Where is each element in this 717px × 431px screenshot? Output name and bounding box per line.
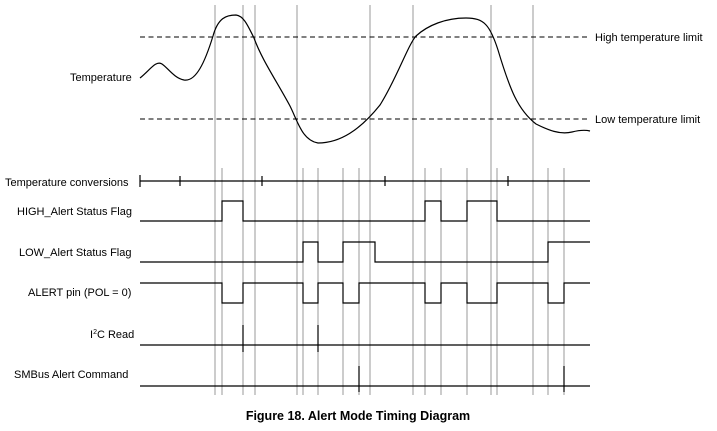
- temperature-curve: [139, 14, 591, 144]
- i2c-read-suffix: C Read: [97, 329, 134, 341]
- i2c-read-superscript: 2: [93, 329, 97, 336]
- low-flag-waveform: [140, 241, 590, 263]
- smbus-cmd-waveform: [140, 366, 590, 392]
- vertical-guide-lines: [214, 5, 565, 395]
- high-limit-label: High temperature limit: [595, 32, 703, 44]
- high-flag-label: HIGH_Alert Status Flag: [17, 206, 132, 218]
- i2c-read-waveform: [140, 325, 590, 352]
- figure-caption: Figure 18. Alert Mode Timing Diagram: [246, 409, 470, 423]
- i2c-read-label: I2C Read: [90, 329, 134, 341]
- conversions-timeline: [139, 175, 590, 187]
- smbus-cmd-label: SMBus Alert Command: [14, 369, 128, 381]
- temperature-label: Temperature: [70, 72, 132, 84]
- alert-pin-label: ALERT pin (POL = 0): [28, 287, 131, 299]
- conversions-label: Temperature conversions: [5, 177, 129, 189]
- alert-pin-waveform: [140, 282, 590, 304]
- low-flag-label: LOW_Alert Status Flag: [19, 247, 132, 259]
- high-flag-waveform: [140, 200, 590, 222]
- low-limit-label: Low temperature limit: [595, 114, 700, 126]
- i2c-read-prefix: I: [90, 329, 93, 341]
